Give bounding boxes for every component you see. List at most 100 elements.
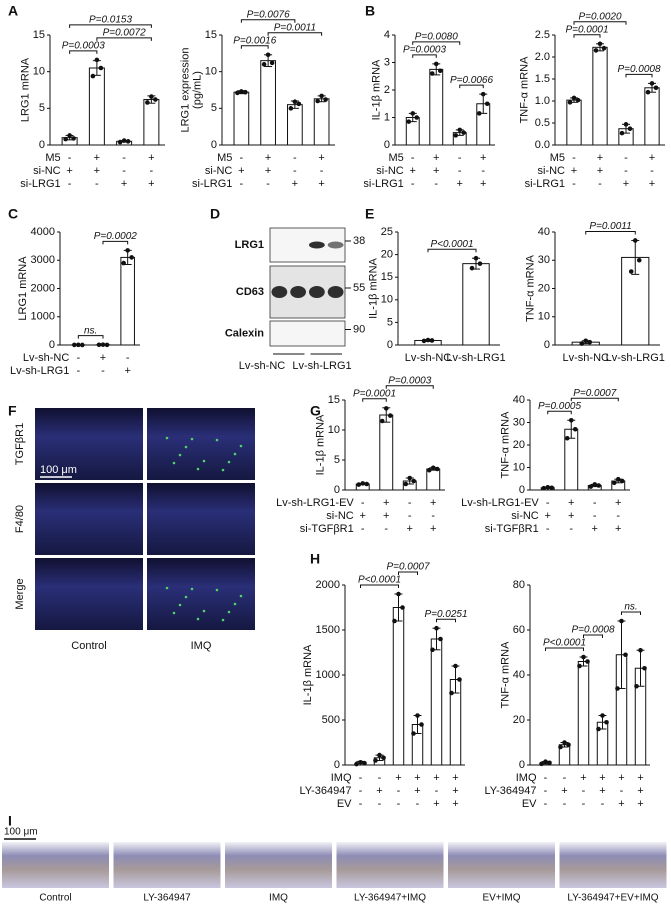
condition-sign: - — [68, 178, 72, 190]
data-point — [121, 260, 126, 266]
signal-speck — [239, 444, 243, 448]
condition-sign: - — [544, 785, 548, 797]
bar — [379, 414, 394, 491]
panel-letter: A — [8, 3, 18, 19]
data-point — [379, 418, 385, 424]
significance-bracket — [240, 19, 296, 23]
y-axis-label: TNF-α mRNA — [500, 411, 512, 479]
condition-sign: + — [637, 772, 643, 784]
condition-sign: + — [265, 152, 271, 164]
bar — [566, 99, 582, 146]
condition-sign: + — [615, 497, 621, 509]
data-point — [575, 97, 581, 103]
condition-sign: + — [414, 772, 420, 784]
data-point — [619, 130, 625, 136]
p-value-label: P=0.0251 — [424, 609, 467, 620]
row-label: Merge — [14, 578, 26, 609]
condition-sign: - — [411, 152, 415, 164]
p-value-label: P=0.0020 — [578, 11, 622, 22]
y-tick-label: 10 — [538, 311, 550, 323]
significance-bracket — [585, 230, 636, 235]
p-value-label: P=0.0016 — [233, 35, 277, 46]
data-point — [145, 100, 150, 105]
data-point — [477, 261, 483, 266]
condition-sign: + — [649, 152, 655, 164]
y-axis-label: TNF-α mRNA — [500, 641, 512, 709]
condition-sign: - — [411, 178, 415, 190]
p-value-label: P=0.0002 — [94, 231, 138, 242]
condition-sign: - — [378, 772, 382, 784]
significance-bracket — [412, 41, 461, 45]
data-point — [98, 65, 104, 71]
y-tick-label: 1000 — [31, 311, 55, 323]
data-point — [469, 265, 475, 271]
data-point — [269, 60, 275, 66]
y-tick-label: 20 — [538, 282, 550, 294]
data-point — [429, 71, 435, 76]
y-tick-label: 15 — [205, 29, 217, 41]
y-tick-label: 40 — [538, 226, 550, 238]
condition-sign: + — [618, 798, 624, 810]
condition-sign: + — [561, 785, 567, 797]
condition-sign: + — [452, 798, 458, 810]
condition-sign: + — [265, 165, 271, 177]
p-value-label: P=0.0003 — [403, 45, 447, 56]
condition-sign: - — [624, 165, 628, 177]
data-point — [396, 591, 401, 597]
sample-label: Control — [39, 893, 71, 904]
signal-speck — [215, 438, 219, 442]
data-point — [539, 761, 544, 767]
bar — [233, 91, 250, 146]
condition-sign: + — [414, 785, 420, 797]
p-value-label: P=0.0011 — [589, 221, 631, 232]
p-value-label: P=0.0001 — [353, 388, 396, 399]
data-point — [90, 73, 96, 79]
bar — [287, 104, 303, 146]
data-point — [473, 255, 479, 261]
data-point — [430, 647, 435, 653]
data-point — [619, 618, 624, 624]
condition-sign: + — [480, 152, 486, 164]
significance-bracket — [360, 584, 399, 588]
condition-label: si-NC — [376, 165, 404, 177]
data-point — [426, 467, 432, 473]
bar — [392, 607, 405, 766]
data-point — [421, 338, 427, 344]
data-point — [387, 413, 393, 418]
condition-sign: - — [378, 798, 382, 810]
condition-sign: - — [435, 785, 439, 797]
condition-label: M5 — [550, 152, 565, 164]
blot-row-label: Calexin — [225, 327, 264, 339]
condition-label: LY-364947 — [300, 785, 352, 797]
y-tick-label: 0 — [49, 339, 55, 351]
data-point — [567, 100, 573, 105]
data-point — [545, 485, 551, 490]
y-tick-label: 10 — [328, 424, 340, 436]
data-point — [634, 683, 639, 689]
y-tick-label: 2.0 — [535, 51, 550, 63]
data-point — [597, 41, 603, 47]
data-point — [636, 257, 642, 263]
blot-band — [327, 286, 344, 298]
data-point — [315, 98, 320, 104]
condition-label: Lv-sh-LRG1-EV — [276, 497, 354, 509]
data-point — [611, 480, 617, 486]
y-tick-label: 0 — [384, 139, 390, 151]
blot-band — [309, 241, 325, 249]
data-point — [354, 761, 359, 767]
condition-sign: - — [122, 165, 126, 177]
condition-sign: + — [318, 152, 324, 164]
signal-speck — [239, 594, 243, 598]
data-point — [71, 136, 76, 141]
data-point — [400, 605, 405, 610]
condition-sign: - — [624, 152, 628, 164]
sample-label: IMQ — [269, 893, 288, 904]
condition-label: si-NC — [511, 510, 539, 522]
bar — [313, 98, 330, 146]
data-point — [453, 133, 459, 138]
y-tick-label: 5 — [39, 102, 45, 114]
condition-sign: + — [383, 510, 389, 522]
significance-bracket — [573, 21, 627, 25]
data-point — [592, 482, 598, 487]
